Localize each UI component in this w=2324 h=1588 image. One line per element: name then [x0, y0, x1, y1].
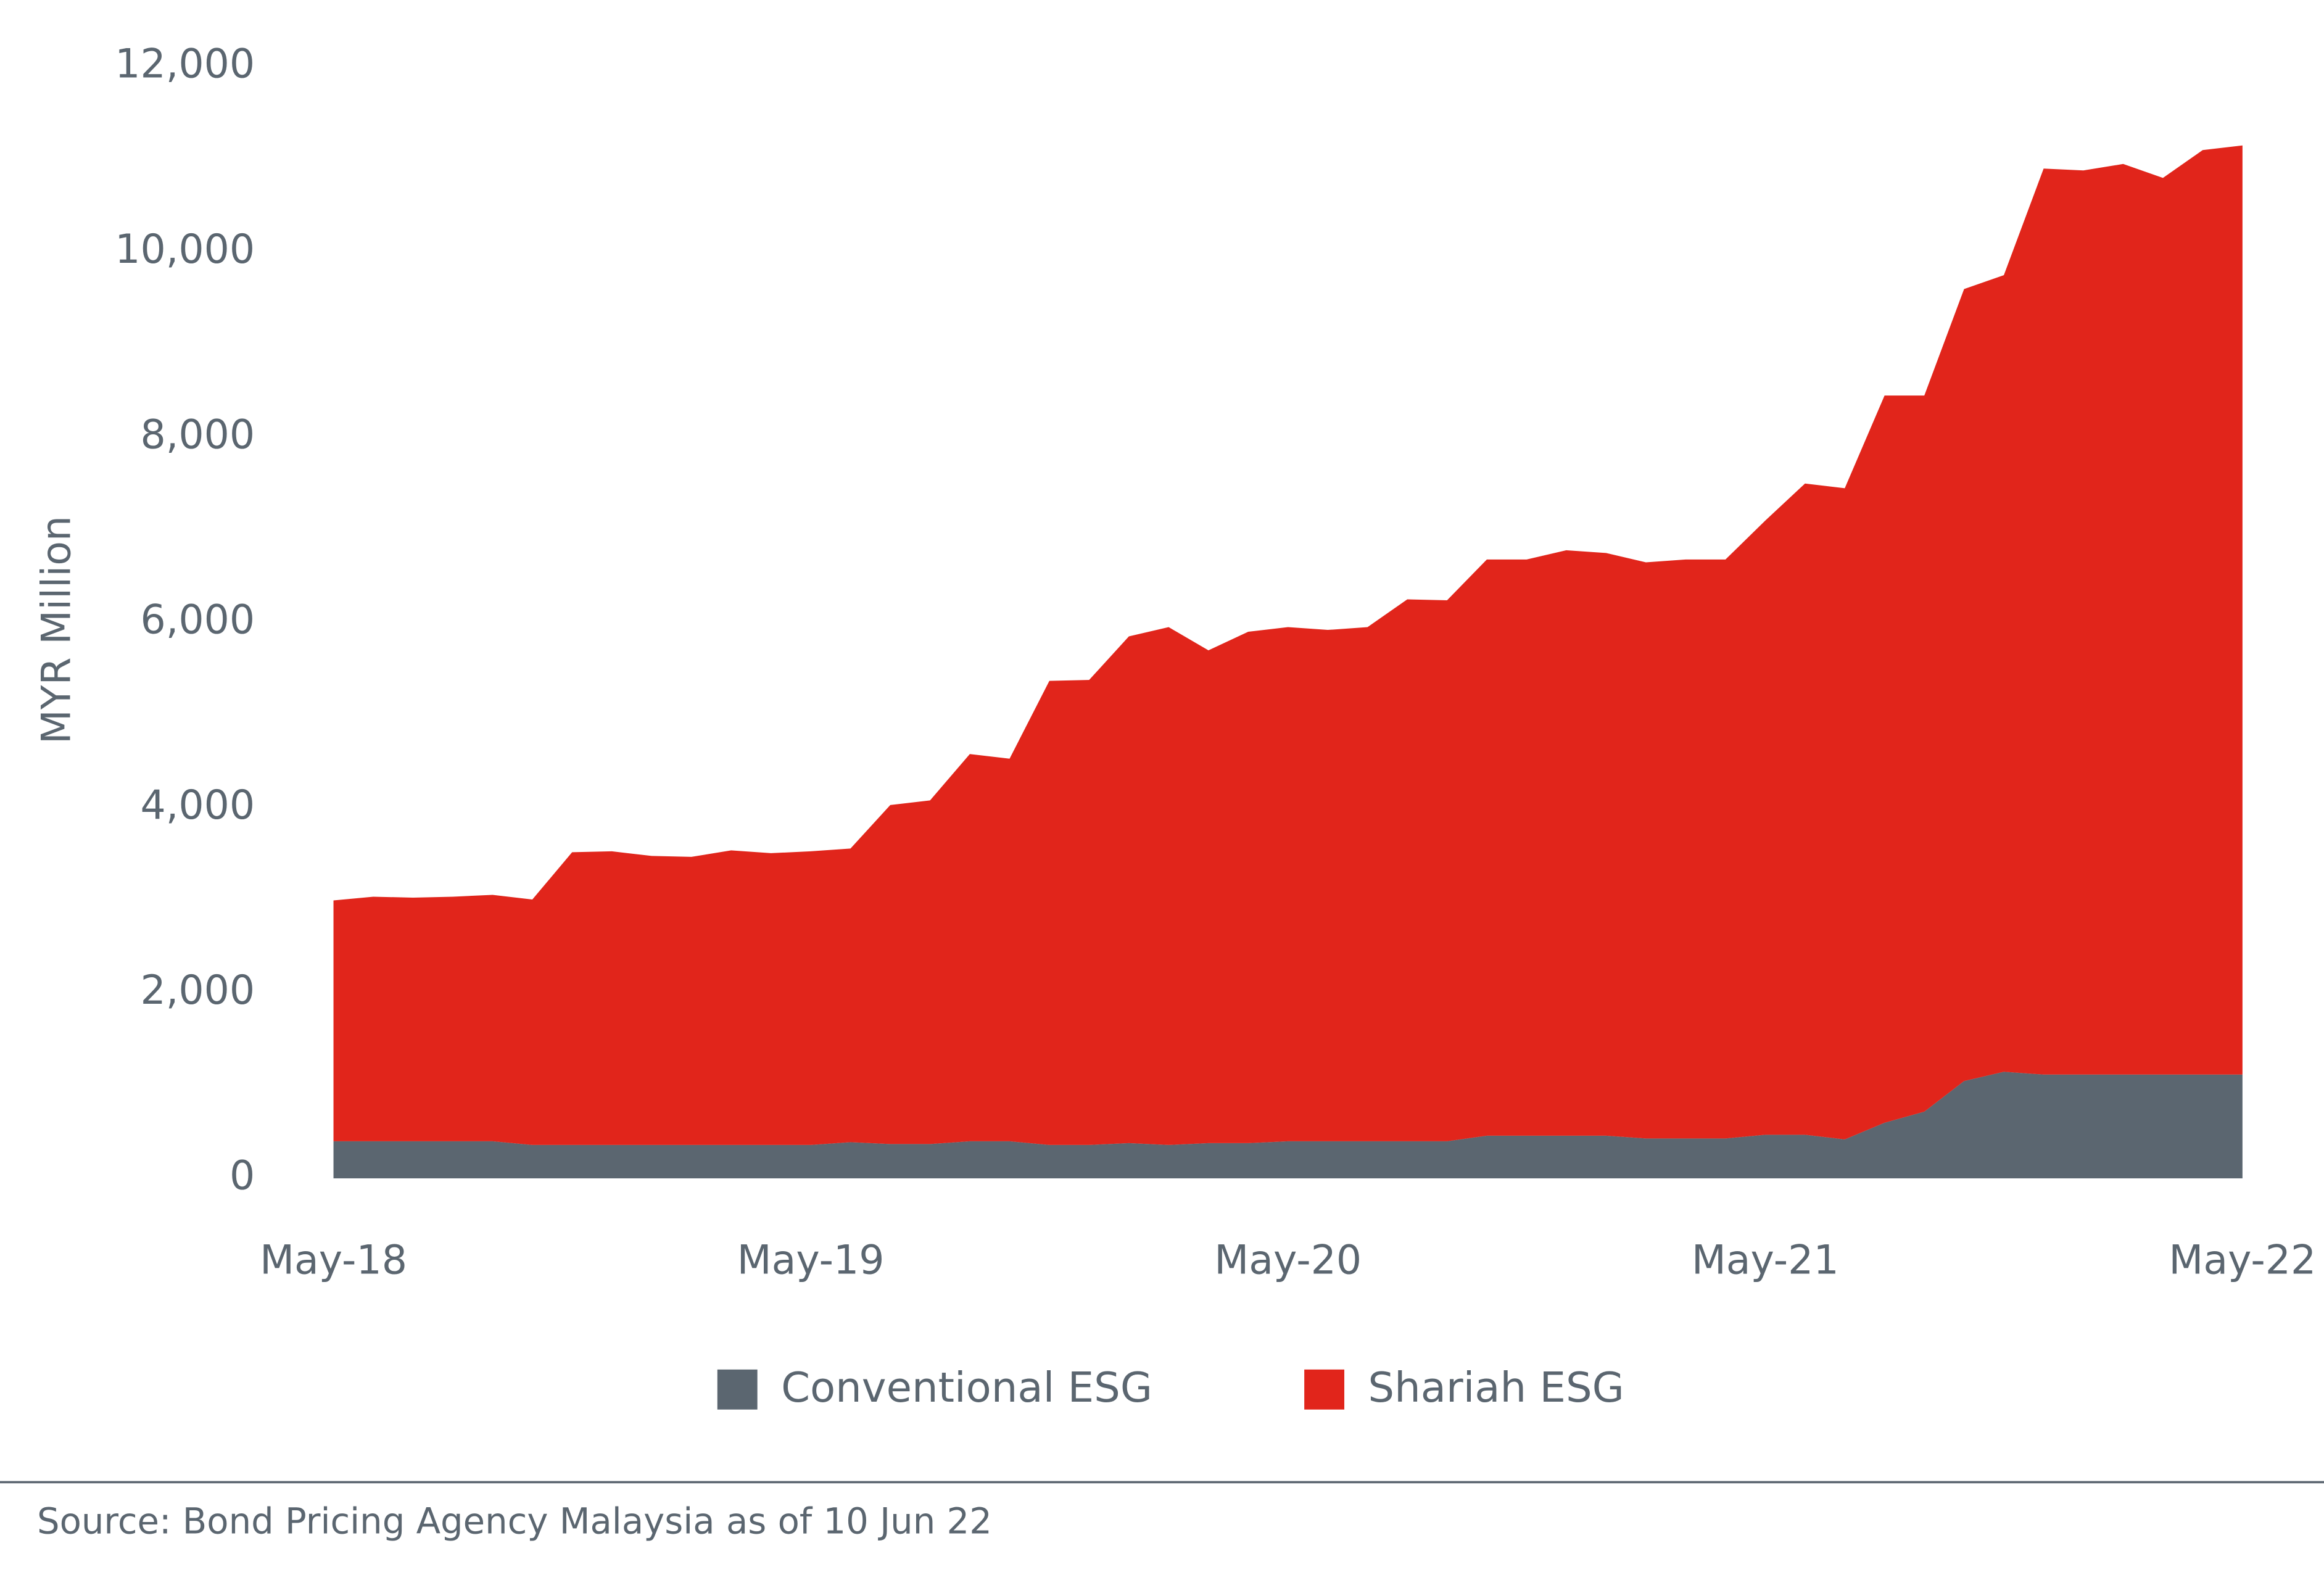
source: Source: Bond Pricing Agency Malaysia as …: [37, 1500, 992, 1542]
area: [333, 1072, 2243, 1178]
y-tick-label: 6,000: [141, 597, 255, 643]
y-axis-label: MYR Million: [34, 516, 80, 744]
x-tick-label: May-20: [1214, 1237, 1362, 1283]
y-tick-label: 4,000: [141, 782, 255, 829]
area: [333, 145, 2243, 1145]
x-tick-label: May-19: [737, 1237, 885, 1283]
y-tick-label: 10,000: [115, 226, 255, 273]
x-tick-label: May-22: [2169, 1237, 2316, 1283]
x-tick-label: May-21: [1692, 1237, 1839, 1283]
legend-label: Conventional ESG: [781, 1363, 1152, 1412]
legend-label: Shariah ESG: [1368, 1363, 1624, 1412]
y-tick-label: 2,000: [141, 967, 255, 1014]
x-tick-label: May-18: [260, 1237, 407, 1283]
legend-swatch: [1304, 1369, 1344, 1410]
legend-swatch: [717, 1369, 758, 1410]
y-tick-label: 12,000: [115, 41, 255, 88]
y-tick-label: 0: [230, 1153, 255, 1199]
y-tick-label: 8,000: [141, 411, 255, 458]
